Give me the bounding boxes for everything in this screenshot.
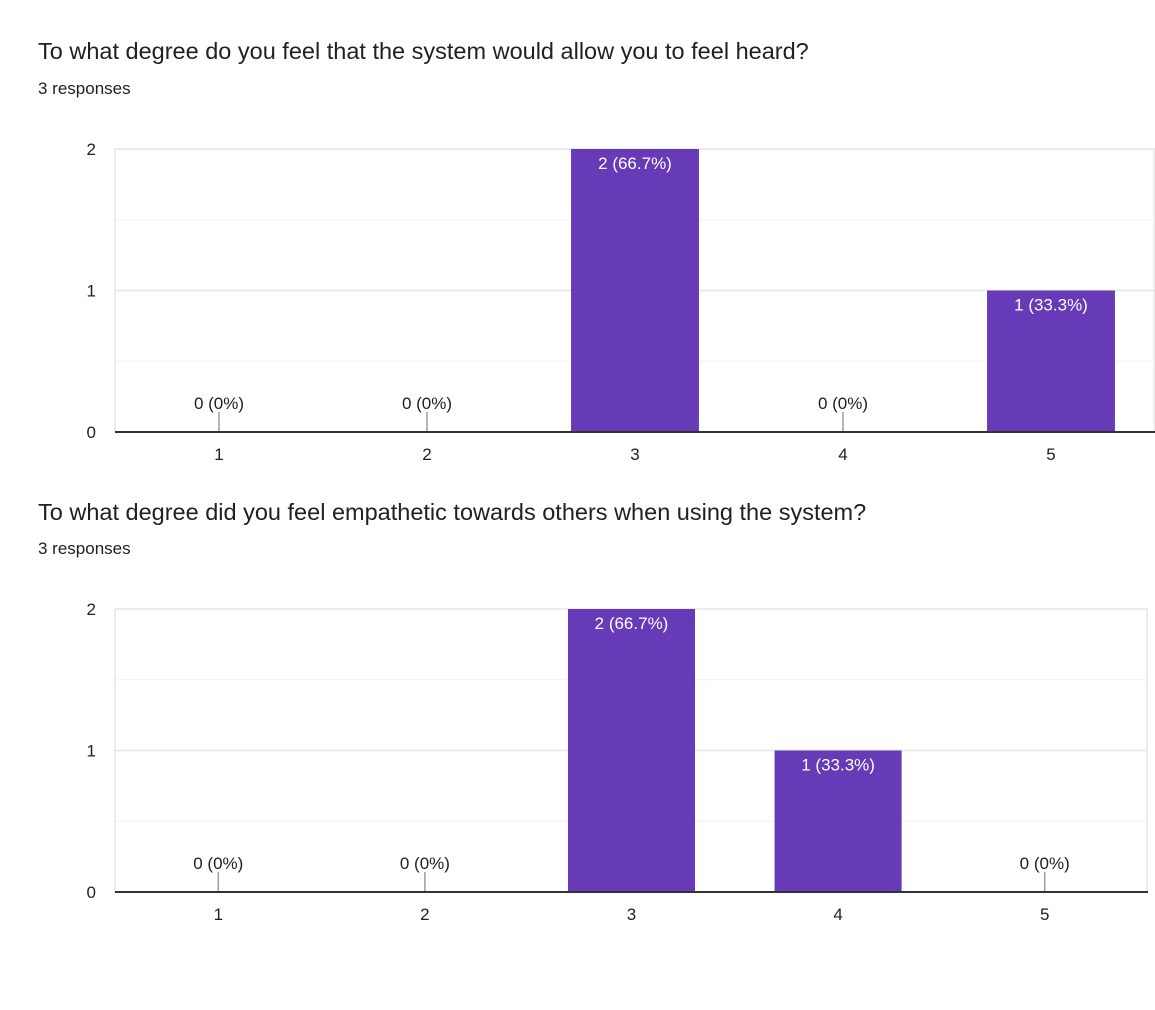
data-label: 0 (0%) [400,854,450,873]
data-label: 0 (0%) [402,394,452,413]
data-label: 1 (33.3%) [801,756,875,775]
question-card-2: To what degree did you feel empathetic t… [0,460,1155,940]
data-label: 0 (0%) [818,394,868,413]
x-tick-label: 2 [422,445,431,464]
x-tick-label: 3 [627,905,636,924]
x-tick-label: 2 [420,905,429,924]
question-title: To what degree do you feel that the syst… [38,38,809,64]
y-tick-label: 0 [87,423,96,442]
bar [774,750,902,892]
x-tick-label: 1 [214,445,223,464]
y-tick-label: 1 [87,742,96,761]
response-count: 3 responses [38,79,131,98]
x-tick-label: 5 [1040,905,1049,924]
data-label: 0 (0%) [193,854,243,873]
question-title: To what degree did you feel empathetic t… [38,499,867,525]
data-label: 2 (66.7%) [595,614,669,633]
data-label: 2 (66.7%) [598,154,672,173]
response-count: 3 responses [38,539,131,558]
data-label: 0 (0%) [194,394,244,413]
y-tick-label: 2 [87,600,96,619]
bar [567,609,696,892]
data-label: 1 (33.3%) [1014,296,1088,315]
question-card-1: To what degree do you feel that the syst… [0,0,1155,480]
x-tick-label: 4 [838,445,847,464]
bar-chart: 0 1 2 0 (0%) 1 0 (0%) 2 2 (66.7%) 3 1 (33.3%) 4 0 (… [87,600,1148,924]
x-tick-label: 5 [1046,445,1055,464]
bar [987,290,1115,432]
x-tick-label: 4 [833,905,842,924]
data-label: 0 (0%) [1020,854,1070,873]
bar-chart: 0 1 2 0 (0%) 1 0 (0%) 2 2 (66.7%) 3 0 (0%) 4 1 (33.… [87,140,1155,464]
x-tick-label: 1 [214,905,223,924]
x-tick-label: 3 [630,445,639,464]
bar [571,149,699,432]
y-tick-label: 1 [87,282,96,301]
y-tick-label: 0 [87,883,96,902]
y-tick-label: 2 [87,140,96,159]
